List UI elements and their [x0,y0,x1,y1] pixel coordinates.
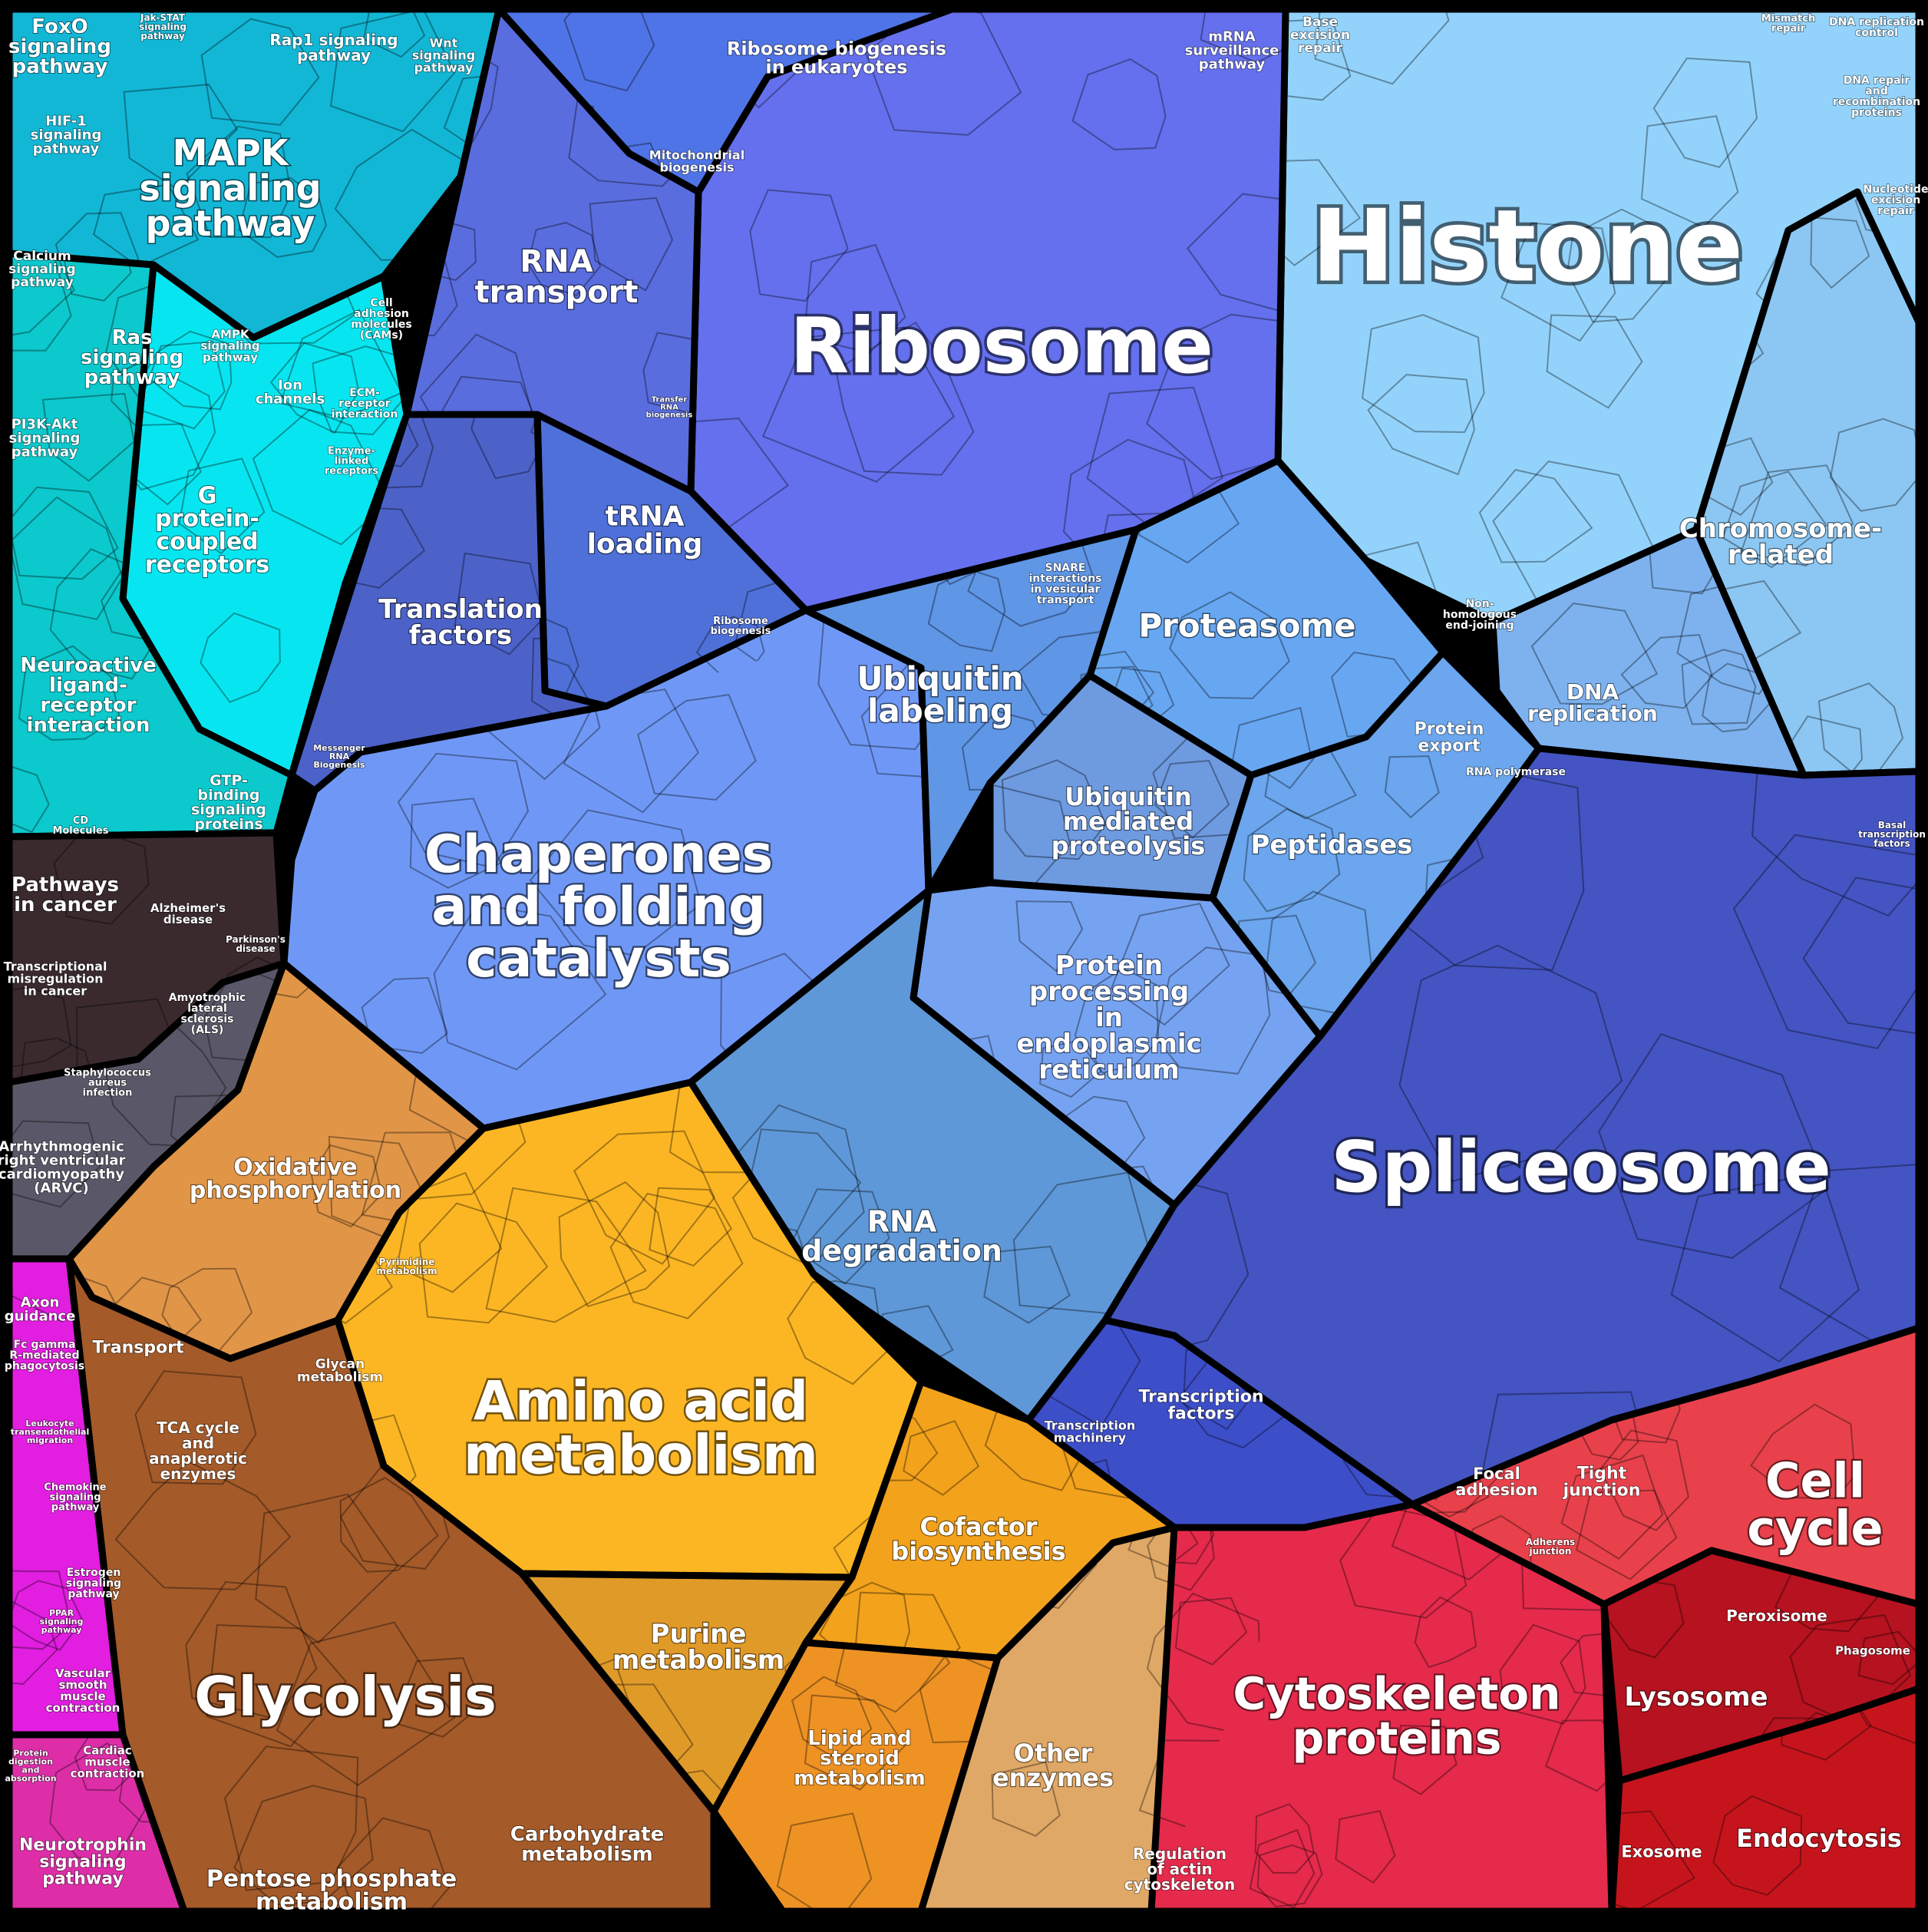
label-oxphos: Oxidative phosphorylation [190,1154,401,1204]
label-spliceosome: Spliceosome [1331,1126,1831,1208]
minor-label: Phagosome [1835,1643,1910,1657]
minor-label: Messenger RNA Biogenesis [313,743,365,770]
region-endocytosis [1608,1685,1923,1915]
label-rna-transport: RNA transport [474,244,638,310]
minor-label: Regulation of actin cytoskeleton [1124,1844,1235,1894]
label-arvc: Arrhythmogenic right ventricular cardiomyo… [0,1138,125,1196]
minor-label: Staphylococcus aureus infection [64,1068,151,1099]
minor-label: Transcription machinery [1045,1418,1136,1445]
minor-label: DNA repair and recombination proteins [1833,74,1920,119]
label-dna-repl: DNA replication [1527,679,1658,726]
label-endocytosis: Endocytosis [1736,1824,1902,1853]
minor-label: Protein export [1415,720,1484,756]
minor-label: Ribosome biogenesis [711,616,771,637]
minor-label: CD Molecules [52,815,108,837]
minor-label: Amyotrophic lateral sclerosis (ALS) [169,992,246,1036]
minor-label: Transcriptional misregulation in cancer [4,959,107,999]
label-tf: Transcription factors [1138,1388,1263,1424]
minor-label: Transport [92,1339,184,1358]
minor-label: Alzheimer's disease [150,901,226,926]
label-neurotroph: Neurotrophin signaling pathway [19,1836,147,1889]
label-chaperones: Chaperones and folding catalysts [424,824,773,989]
label-lipid: Lipid and steroid metabolism [794,1727,926,1790]
minor-label: Parkinson's disease [226,934,286,954]
label-cofactor: Cofactor biosynthesis [891,1512,1065,1566]
minor-label: SNARE interactions in vesicular transport [1028,562,1101,606]
minor-label: Basal transcription factors [1858,820,1926,849]
minor-label: RNA polymerase [1466,766,1566,778]
label-purine: Purine metabolism [612,1619,784,1676]
minor-label: Exosome [1621,1842,1702,1861]
minor-label: Ras signaling pathway [81,326,183,389]
minor-label: Peroxisome [1726,1607,1827,1625]
label-trna: tRNA loading [587,501,703,560]
label-ubiq-med: Ubiquitin mediated proteolysis [1051,782,1206,860]
minor-label: Base excision repair [1290,15,1350,56]
minor-label: ECM-receptor interaction [332,387,398,421]
label-lysosome: Lysosome [1624,1682,1768,1712]
minor-label: PI3K-Akt signaling pathway [9,416,81,460]
minor-label: Enzyme-linked receptors [325,446,379,477]
minor-label: Cardiac muscle contraction [71,1743,145,1780]
minor-label: Mitochondrial biogenesis [649,148,744,175]
label-protein-er: Protein processing in endoplasmic reticulum [1016,950,1201,1085]
label-glycolysis: Glycolysis [194,1666,497,1729]
label-amino: Amino acid metabolism [464,1370,818,1487]
label-cytoskel: Cytoskeleton proteins [1233,1667,1561,1764]
minor-label: Estrogen signaling pathway [66,1567,121,1600]
minor-label: TCA cycle and anaplerotic enzymes [149,1418,247,1483]
label-ribosome: Ribosome [790,301,1213,391]
label-other-enz: Other enzymes [992,1739,1114,1792]
minor-label: GTP-binding signaling proteins [191,772,266,833]
label-peptidases: Peptidases [1250,830,1412,860]
minor-label: Pentose phosphate metabolism [206,1866,457,1916]
minor-label: Protein digestion and absorption [5,1748,56,1783]
minor-label: Non-homologous end-joining [1443,598,1517,632]
minor-label: Fc gamma R-mediated phagocytosis [5,1339,84,1372]
label-mapk: MAPK signaling pathway [139,132,321,244]
label-chromosome: Chromosome-related [1679,514,1882,570]
minor-label: AMPK signaling pathway [200,327,259,364]
minor-label: Ion channels [256,377,325,407]
minor-label: Rap1 signaling pathway [269,31,398,64]
minor-label: PPAR signaling pathway [40,1608,84,1635]
minor-label: Mismatch repair [1761,13,1816,35]
minor-label: Calcium signaling pathway [8,249,76,290]
minor-label: FoxO signaling pathway [8,15,111,78]
minor-label: Tight junction [1563,1465,1641,1501]
minor-label: Adherens junction [1526,1537,1575,1557]
minor-label: Glycan metabolism [297,1356,383,1385]
minor-label: Jak-STAT signaling pathway [139,12,187,41]
minor-label: Cell adhesion molecules (CAMs) [351,297,411,342]
minor-label: Transfer RNA biogenesis [646,396,693,420]
label-rna-degr: RNA degradation [801,1204,1002,1267]
label-ubiq-label: Ubiquitin labeling [857,660,1023,730]
minor-label: Carbohydrate metabolism [510,1823,664,1866]
minor-label: DNA replication control [1829,16,1924,39]
label-axon: Axon guidance [5,1294,76,1324]
label-ribo-biogen: Ribosome biogenesis in eukaryotes [727,38,946,78]
label-transl: Translation factors [378,594,543,651]
minor-label: Nucleotide excision repair [1864,183,1928,217]
minor-label: Pyrimidine metabolism [376,1257,437,1276]
region-neurotroph [5,1731,188,1915]
label-cancer: Pathways in cancer [12,874,119,916]
minor-label: Focal adhesion [1455,1465,1537,1499]
label-histone: Histone [1312,188,1744,305]
label-cell-cycle: Cell cycle [1747,1453,1883,1557]
minor-label: mRNA surveillance pathway [1185,28,1279,72]
subcell-texture [9,1259,103,1686]
minor-label: Vascular smooth muscle contraction [46,1666,121,1715]
minor-label: HIF-1 signaling pathway [31,113,102,157]
label-proteasome: Proteasome [1138,607,1355,645]
minor-label: Wnt signaling pathway [412,36,475,75]
minor-label: Chemokine signaling pathway [44,1482,106,1514]
label-neuro: Neuroactive ligand-receptor interaction [20,654,156,737]
minor-label: Leukocyte transendothelial migration [11,1418,90,1445]
